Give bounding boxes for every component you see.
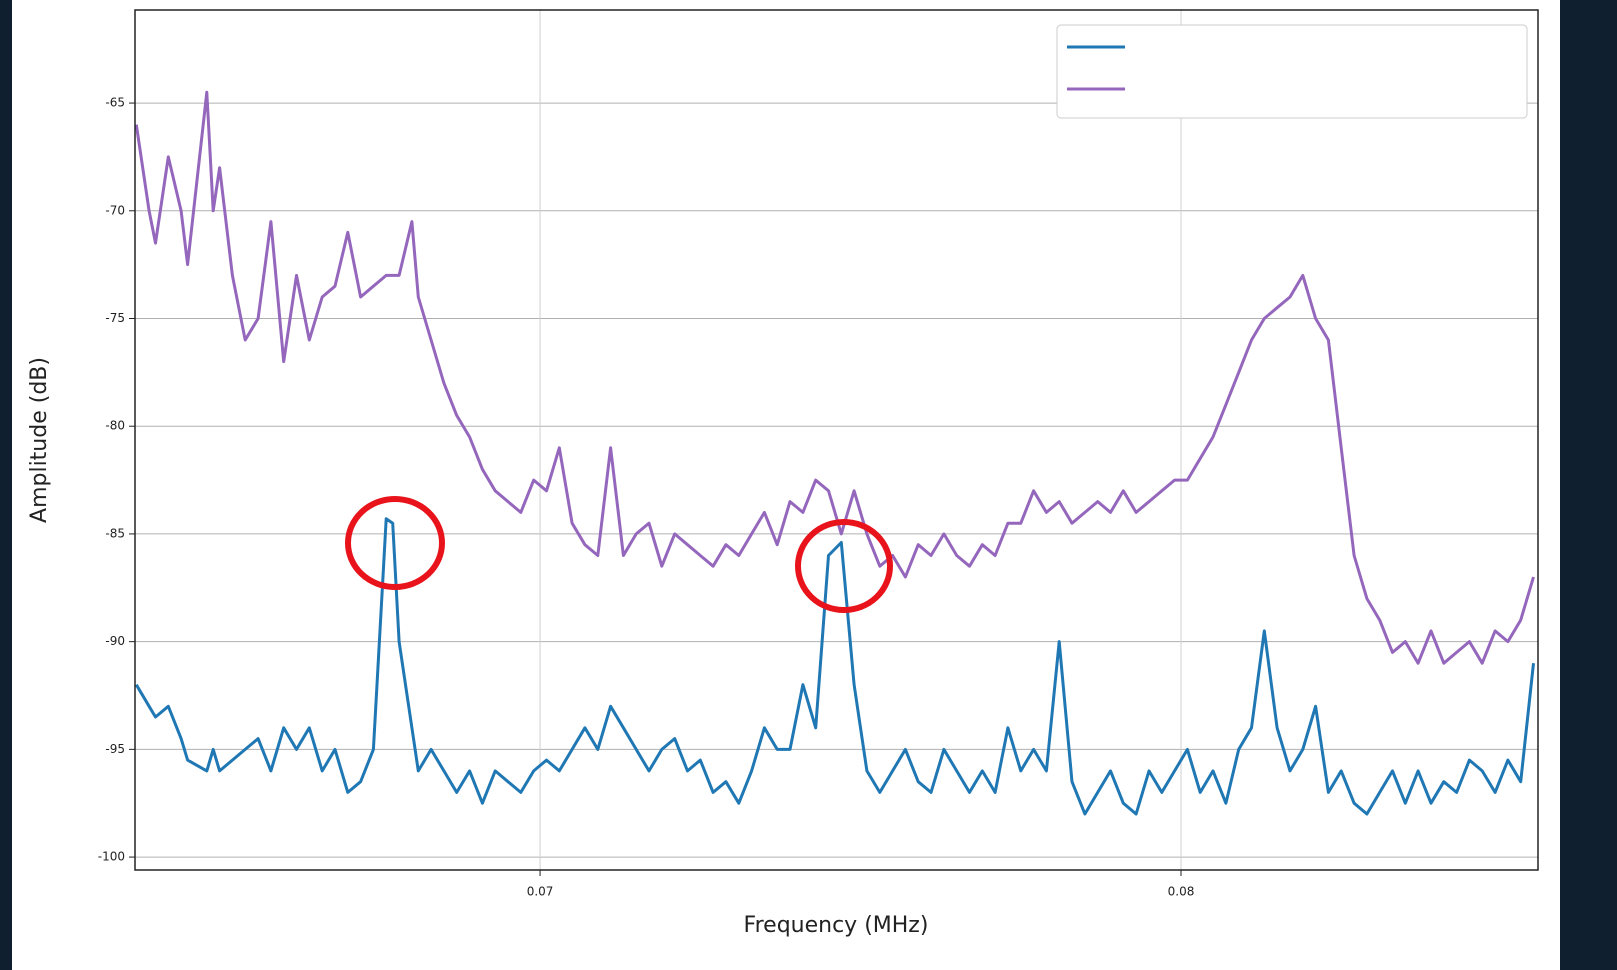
x-tick-label: 0.08	[1168, 885, 1195, 899]
chart-background	[12, 0, 1560, 970]
y-tick-label: -75	[105, 311, 125, 325]
series-line	[135, 517, 1535, 816]
y-axis-label: Amplitude (dB)	[27, 357, 52, 523]
plot-frame	[134, 9, 1539, 871]
plot-lines	[134, 90, 1535, 816]
y-tick-label: -65	[105, 96, 125, 110]
y-tick-label: -90	[105, 634, 125, 648]
highlight-circle	[345, 496, 445, 590]
y-tick-label: -100	[98, 850, 125, 864]
legend-box	[1056, 24, 1528, 119]
y-tick-label: -85	[105, 526, 125, 540]
x-axis-label: Frequency (MHz)	[744, 913, 929, 938]
highlight-circle	[795, 519, 893, 613]
x-tick-label: 0.07	[527, 885, 554, 899]
y-tick-label: -95	[105, 742, 125, 756]
y-tick-label: -70	[105, 203, 125, 217]
grid	[135, 10, 1538, 870]
series-line	[134, 90, 1535, 665]
y-tick-label: -80	[105, 419, 125, 433]
